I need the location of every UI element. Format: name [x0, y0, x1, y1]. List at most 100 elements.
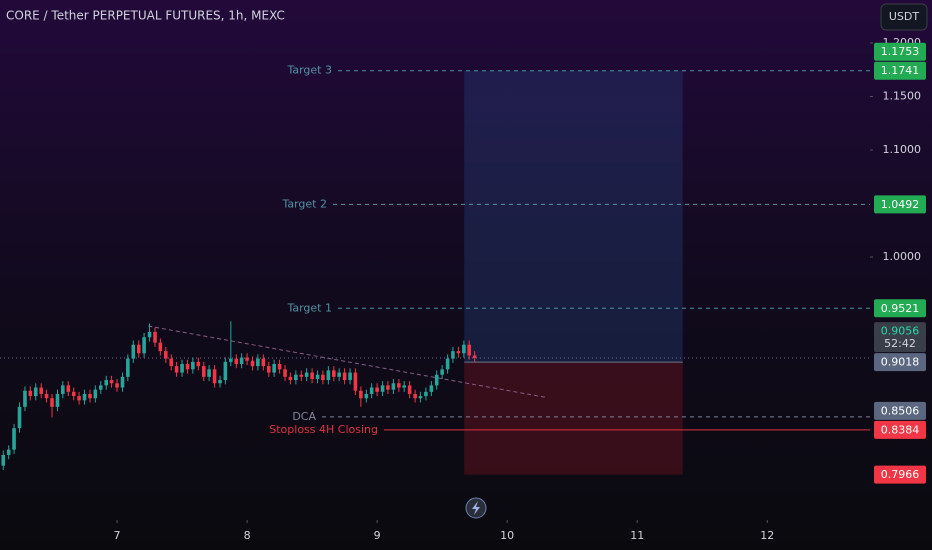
candle-body — [66, 385, 71, 392]
chart-title: CORE / Tether PERPETUAL FUTURES, 1h, MEX… — [6, 9, 285, 23]
candle-body — [397, 383, 401, 388]
candle-body — [239, 357, 244, 364]
x-tick-label: 9 — [374, 529, 381, 542]
price-label-text: 1.1741 — [881, 64, 920, 77]
candle-body — [212, 369, 217, 384]
candle-body — [180, 364, 184, 373]
candle-body — [402, 385, 406, 388]
candle-body — [55, 393, 60, 407]
price-label — [874, 420, 926, 439]
x-tick-label: 10 — [500, 529, 514, 542]
candle-body — [196, 361, 201, 367]
loss-zone — [464, 362, 683, 475]
candle-body — [434, 374, 439, 386]
price-label — [874, 195, 926, 214]
candle-body — [223, 361, 228, 381]
candle-body — [332, 370, 336, 377]
price-label-text: 1.1753 — [881, 45, 920, 58]
candle-body — [142, 337, 146, 354]
candle-body — [386, 385, 390, 390]
x-tick-label: 7 — [114, 529, 121, 542]
candle-body — [201, 366, 206, 377]
candle-body — [218, 380, 222, 384]
x-tick-label: 11 — [630, 529, 644, 542]
candle-body — [299, 374, 304, 377]
candle-body — [429, 385, 434, 392]
price-label-text: 0.9018 — [881, 356, 920, 369]
candle-body — [294, 374, 298, 381]
price-label — [874, 322, 926, 353]
candle-body — [364, 393, 369, 399]
candle-body — [12, 428, 16, 450]
candle-body — [413, 393, 417, 399]
price-label-text: 0.8506 — [881, 404, 920, 417]
candle-body — [315, 374, 320, 379]
candle-body — [348, 372, 352, 381]
price-label-text: 0.7966 — [881, 468, 920, 481]
candle-body — [191, 361, 195, 370]
price-label-text: 0.9521 — [881, 302, 920, 315]
candle-body — [23, 390, 27, 407]
candle-body — [77, 396, 81, 401]
candle-body — [6, 449, 11, 455]
candle-body — [126, 358, 130, 377]
candle-body — [321, 374, 325, 381]
candle-body — [288, 376, 293, 381]
candle-body — [440, 369, 444, 375]
y-tick-label: 1.1000 — [883, 143, 922, 156]
candle-body — [277, 364, 282, 370]
candle-body — [104, 380, 109, 386]
candle-body — [207, 369, 211, 377]
candle-body — [326, 370, 331, 381]
currency[interactable]: USDT — [889, 10, 920, 23]
level-label: Target 3 — [286, 64, 332, 77]
profit-zone — [464, 70, 683, 363]
candle-body — [250, 360, 255, 367]
candle-body — [229, 358, 233, 362]
candle-body — [109, 380, 114, 384]
candle-body — [61, 385, 65, 394]
candle-body — [342, 372, 347, 381]
x-tick-label: 12 — [760, 529, 774, 542]
candle-body — [147, 331, 152, 338]
price-label-text: 0.8384 — [881, 423, 920, 436]
candle-body — [407, 385, 412, 394]
y-tick-label: 1.0000 — [883, 250, 922, 263]
candle-body — [261, 358, 266, 367]
price-label — [874, 465, 926, 484]
candle-body — [185, 364, 190, 370]
candle-body — [451, 351, 455, 359]
candle-body — [462, 344, 466, 354]
y-tick-label: 1.1500 — [883, 90, 922, 103]
candle-body — [1, 454, 6, 466]
candle-body — [337, 372, 341, 377]
price-label — [874, 42, 926, 61]
price-label — [874, 299, 926, 318]
candle-body — [93, 389, 98, 399]
candle-body — [39, 387, 44, 394]
price-label-text: 0.9056 — [881, 325, 920, 338]
candle-body — [17, 406, 22, 429]
candle-body — [50, 398, 54, 407]
candle-body — [267, 366, 271, 373]
candle-body — [158, 342, 163, 352]
candle-body — [164, 351, 168, 359]
price-label — [874, 61, 926, 80]
candle-body — [359, 390, 363, 399]
candle-body — [82, 393, 87, 401]
currency-button[interactable] — [880, 3, 928, 31]
candle-body — [391, 383, 396, 390]
candle-body — [418, 396, 423, 399]
candle-body — [310, 372, 314, 379]
level-label: Stoploss 4H Closing — [269, 423, 378, 436]
candle-body — [136, 344, 141, 354]
candle-body — [131, 344, 136, 359]
candle-body — [28, 390, 33, 397]
candle-body — [456, 351, 461, 354]
level-label: Target 1 — [286, 301, 332, 314]
price-label-text: 1.0492 — [881, 198, 920, 211]
logo-bolt — [472, 501, 480, 515]
candle-body — [115, 383, 119, 388]
